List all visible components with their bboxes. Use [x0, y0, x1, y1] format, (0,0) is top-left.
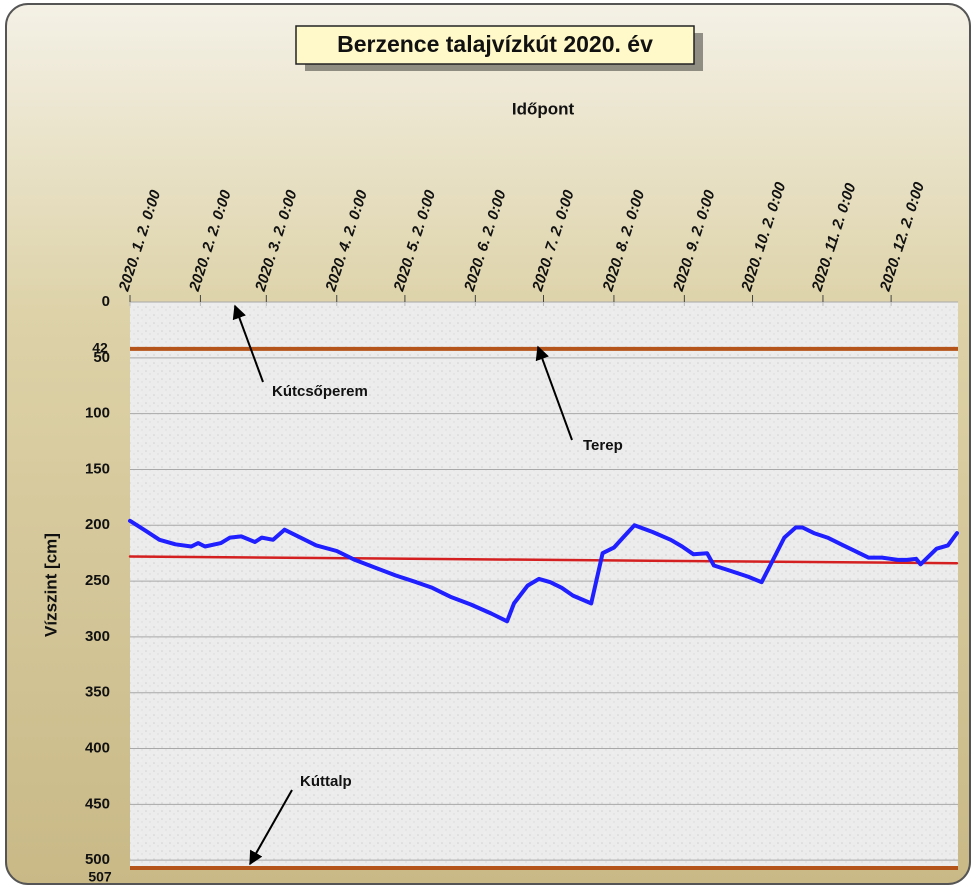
arrow — [535, 345, 573, 441]
y-tick-label: 300 — [85, 628, 110, 645]
series-line — [128, 518, 959, 624]
y-axis-label: Vízszint [cm] — [41, 533, 60, 637]
trend-line — [128, 555, 959, 565]
y-tick-label: 250 — [85, 572, 110, 589]
y-tick-label: 200 — [85, 516, 110, 533]
y-tick-label: 350 — [85, 684, 110, 701]
x-axis-label: Időpont — [512, 99, 575, 118]
arrow — [249, 789, 293, 866]
annotation: Kútcsőperem — [272, 383, 368, 400]
annotation: Terep — [583, 437, 623, 454]
y-tick-label: 450 — [85, 795, 110, 812]
chart-title: Berzence talajvízkút 2020. év — [337, 31, 653, 57]
y-tick-label: 400 — [85, 740, 110, 757]
arrow — [232, 304, 264, 383]
y-tick-label: 150 — [85, 460, 110, 477]
title-box — [295, 25, 695, 65]
plot-area — [130, 302, 958, 868]
reference-label: 42 — [92, 340, 108, 356]
reference-label: 507 — [88, 869, 112, 885]
annotation: Kúttalp — [300, 773, 352, 790]
y-tick-label: 50 — [93, 349, 110, 366]
y-tick-label: 0 — [102, 293, 110, 310]
y-tick-label: 500 — [85, 851, 110, 868]
y-tick-label: 100 — [85, 405, 110, 422]
